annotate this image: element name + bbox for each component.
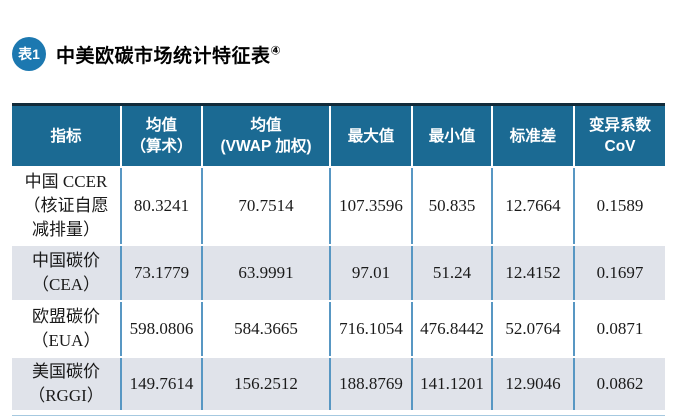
header-cell-max: 最大值	[329, 103, 412, 168]
cell-value: 12.9046	[491, 357, 574, 412]
row-label: 中国 CCER （核证自愿 减排量）	[12, 167, 121, 246]
cell-value: 70.7514	[201, 167, 330, 246]
cell-value: 0.1589	[573, 167, 665, 246]
table-number-badge: 表1	[12, 37, 46, 71]
table-title: 中美欧碳市场统计特征表④	[56, 41, 281, 68]
cell-value: 476.8442	[411, 301, 492, 358]
cell-value: 188.8769	[329, 357, 412, 412]
statistics-table: 指标 均值 （算术） 均值 (VWAP 加权) 最大值 最小值 标准差 变异系数…	[12, 103, 665, 416]
cell-value: 598.0806	[120, 301, 202, 358]
header-cell-cov: 变异系数 CoV	[573, 103, 665, 168]
table-header-row: 指标 均值 （算术） 均值 (VWAP 加权) 最大值 最小值 标准差 变异系数…	[12, 103, 665, 168]
header-cell-std: 标准差	[491, 103, 574, 168]
cell-value: 0.0871	[573, 301, 665, 358]
cell-value: 12.4152	[491, 245, 574, 302]
header-cell-mean-vwap: 均值 (VWAP 加权)	[201, 103, 330, 168]
cell-value: 0.0862	[573, 357, 665, 412]
cell-value: 50.835	[411, 167, 492, 246]
table-caption: 表1 中美欧碳市场统计特征表④	[12, 37, 281, 71]
cell-value: 584.3665	[201, 301, 330, 358]
header-cell-min: 最小值	[411, 103, 492, 168]
cell-value: 51.24	[411, 245, 492, 302]
table-row-ccer: 中国 CCER （核证自愿 减排量） 80.3241 70.7514 107.3…	[12, 167, 665, 246]
cell-value: 141.1201	[411, 357, 492, 412]
row-label: 美国碳价 （RGGI）	[12, 357, 121, 412]
header-cell-indicator: 指标	[12, 103, 121, 168]
cell-value: 149.7614	[120, 357, 202, 412]
carbon-market-stats-table: 指标 均值 （算术） 均值 (VWAP 加权) 最大值 最小值 标准差 变异系数…	[12, 103, 665, 412]
table-row-cea: 中国碳价 （CEA） 73.1779 63.9991 97.01 51.24 1…	[12, 245, 665, 302]
table-title-text: 中美欧碳市场统计特征表	[56, 45, 271, 67]
cell-value: 80.3241	[120, 167, 202, 246]
cell-value: 156.2512	[201, 357, 330, 412]
row-label: 中国碳价 （CEA）	[12, 245, 121, 302]
table-row-eua: 欧盟碳价 （EUA） 598.0806 584.3665 716.1054 47…	[12, 301, 665, 358]
header-cell-mean-arithmetic: 均值 （算术）	[120, 103, 202, 168]
cell-value: 63.9991	[201, 245, 330, 302]
cell-value: 97.01	[329, 245, 412, 302]
cell-value: 0.1697	[573, 245, 665, 302]
footnote-marker: ④	[270, 43, 282, 58]
table-row-rggi: 美国碳价 （RGGI） 149.7614 156.2512 188.8769 1…	[12, 357, 665, 412]
cell-value: 716.1054	[329, 301, 412, 358]
cell-value: 12.7664	[491, 167, 574, 246]
cell-value: 107.3596	[329, 167, 412, 246]
row-label: 欧盟碳价 （EUA）	[12, 301, 121, 358]
table-number-label: 表1	[18, 46, 40, 62]
cell-value: 73.1779	[120, 245, 202, 302]
cell-value: 52.0764	[491, 301, 574, 358]
